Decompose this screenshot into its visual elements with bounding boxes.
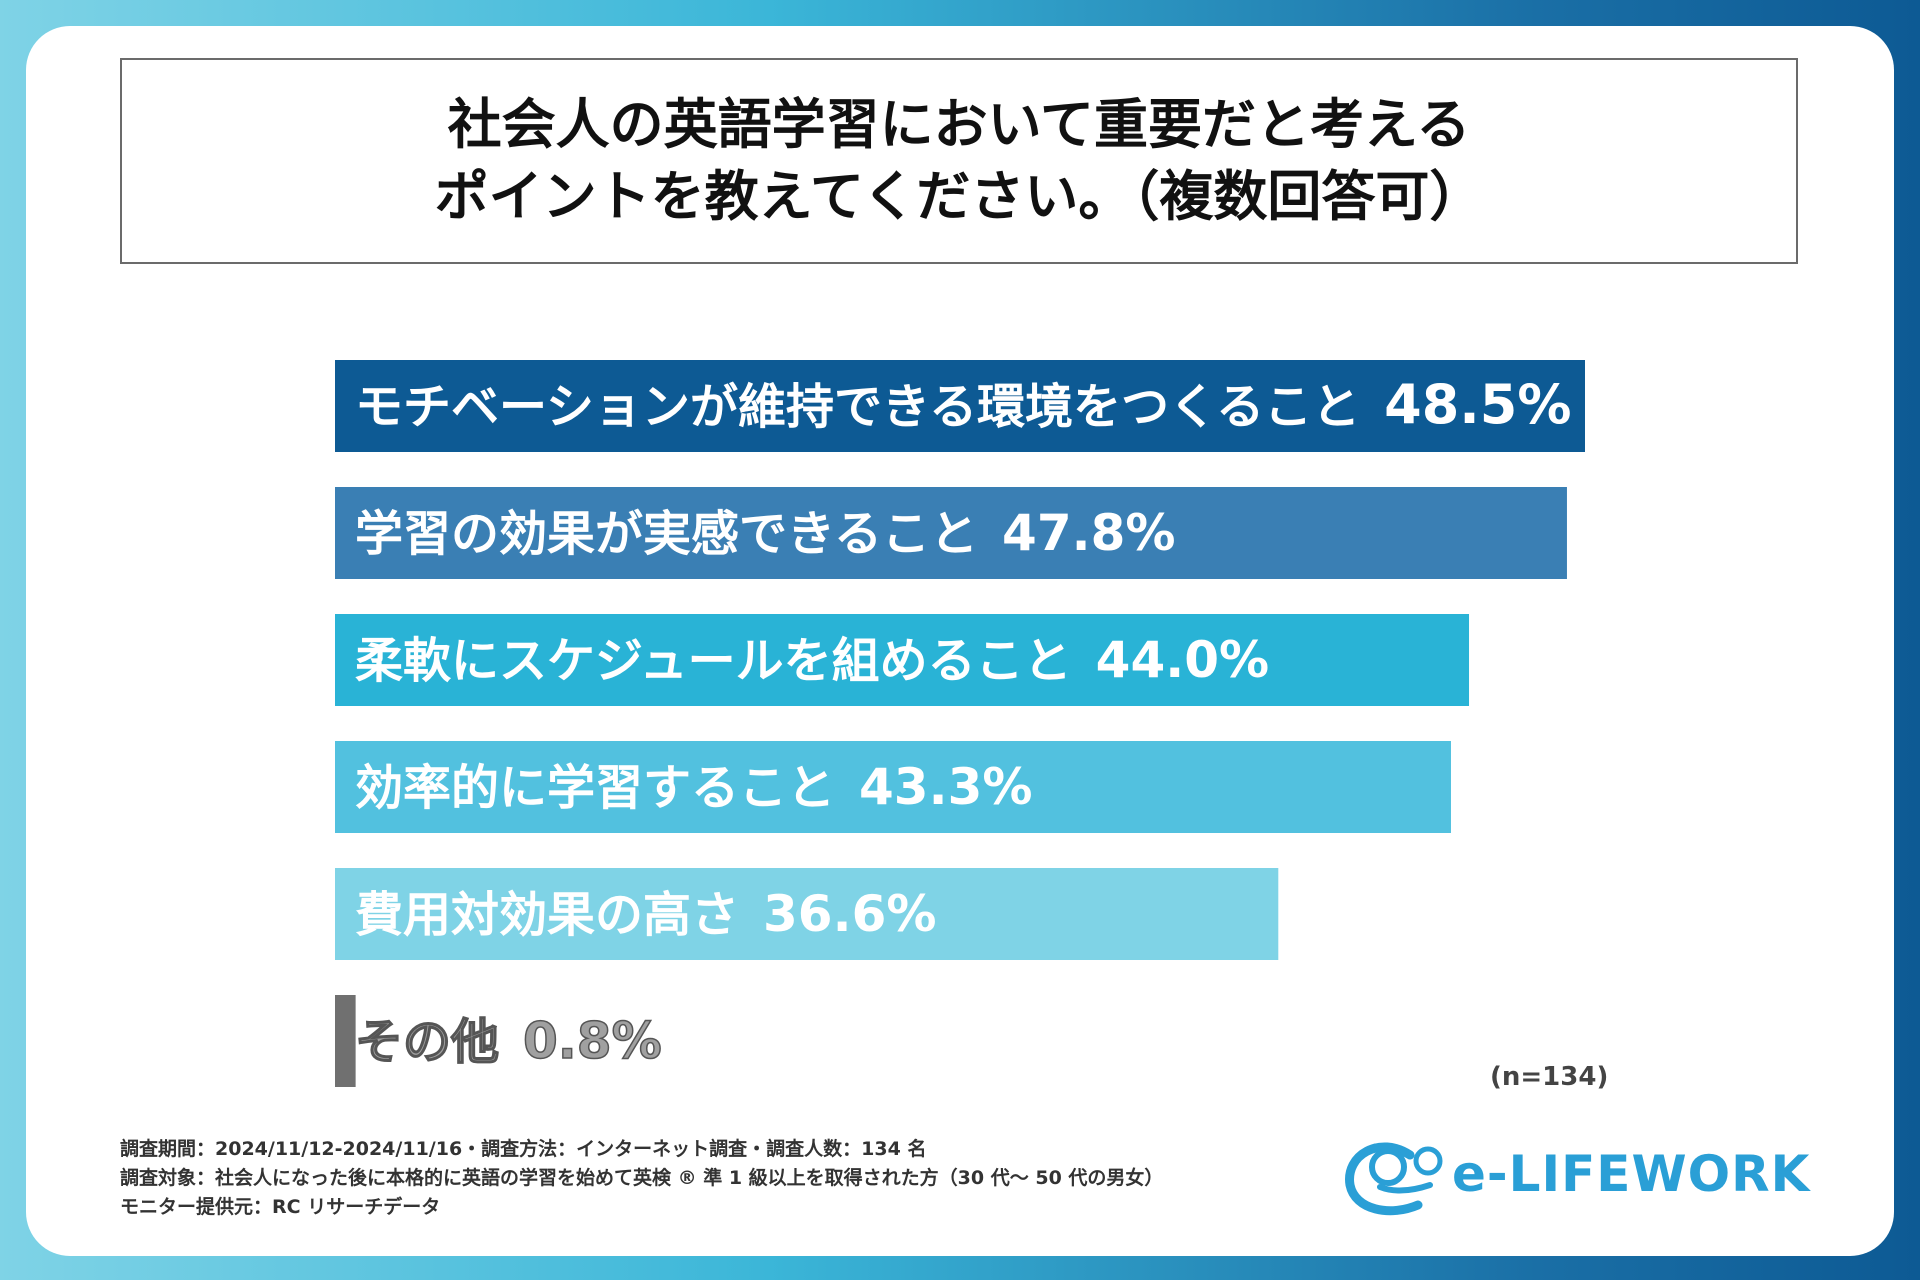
value-label-2: 44.0% — [1096, 631, 1269, 689]
bar-1 — [335, 487, 1567, 579]
sample-size-note: (n=134) — [1490, 1062, 1609, 1092]
logo-text: e-LIFEWORK — [1452, 1145, 1811, 1203]
category-label-3: 効率的に学習すること — [355, 760, 835, 816]
bar-label-2: 柔軟にスケジュールを組めること 44.0% — [355, 631, 1269, 689]
title-line-1: 社会人の英語学習において重要だと考える — [447, 93, 1471, 156]
bar-label-0: モチベーションが維持できる環境をつくること 48.5% — [355, 373, 1571, 436]
category-label-5: その他 — [355, 1014, 499, 1070]
bar-3 — [335, 741, 1451, 833]
bar-4 — [335, 868, 1279, 960]
footer-line-period: 調査期間：2024/11/12-2024/11/16・調査方法：インターネット調… — [120, 1138, 927, 1160]
category-label-2: 柔軟にスケジュールを組めること — [355, 633, 1072, 689]
category-label-4: 費用対効果の高さ — [355, 887, 739, 943]
title-line-2: ポイントを教えてください。（複数回答可） — [434, 165, 1484, 228]
value-label-0: 48.5% — [1384, 373, 1571, 436]
value-label-3: 43.3% — [859, 758, 1032, 816]
footer-line-provider: モニター提供元：RC リサーチデータ — [120, 1196, 441, 1218]
e-lifework-logo: e-LIFEWORK — [1340, 1125, 1810, 1225]
survey-footer: 調査期間：2024/11/12-2024/11/16・調査方法：インターネット調… — [120, 1135, 1163, 1222]
bar-2 — [335, 614, 1470, 706]
title-box: 社会人の英語学習において重要だと考える ポイントを教えてください。（複数回答可） — [120, 58, 1798, 264]
value-label-1: 47.8% — [1002, 504, 1175, 562]
bar-label-1: 学習の効果が実感できること 47.8% — [355, 504, 1176, 562]
bar-label-5: その他 0.8% — [355, 1012, 662, 1070]
bar-label-3: 効率的に学習すること 43.3% — [355, 758, 1032, 816]
value-label-5: 0.8% — [523, 1012, 662, 1070]
category-label-0: モチベーションが維持できる環境をつくること — [355, 379, 1360, 435]
category-label-1: 学習の効果が実感できること — [355, 506, 978, 562]
bar-5 — [335, 995, 356, 1087]
bar-0 — [335, 360, 1585, 452]
bar-label-4: 費用対効果の高さ 36.6% — [355, 885, 936, 943]
value-label-4: 36.6% — [763, 885, 936, 943]
person-swirl-icon — [1345, 1142, 1443, 1216]
footer-line-target: 調査対象：社会人になった後に本格的に英語の学習を始めて英検 ® 準 1 級以上を… — [120, 1167, 1164, 1189]
